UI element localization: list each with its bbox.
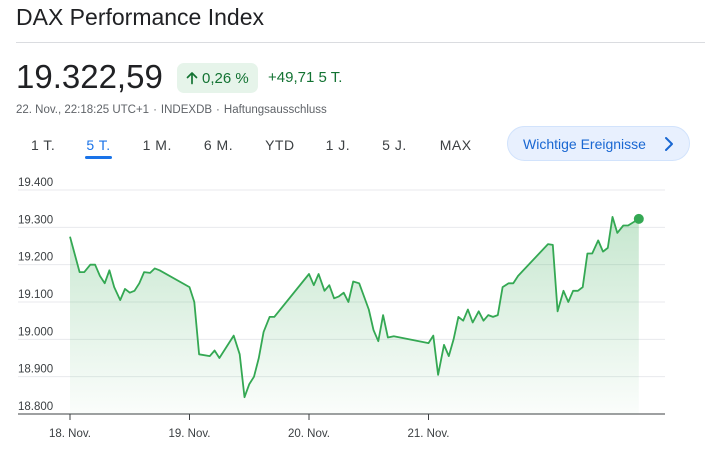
tab-max[interactable]: MAX (439, 137, 472, 153)
chevron-right-icon (662, 136, 676, 152)
y-tick-label: 19.000 (18, 326, 53, 338)
x-tick-label: 20. Nov. (288, 428, 330, 440)
disclaimer-link[interactable]: Haftungsausschluss (223, 104, 327, 116)
price-area-fill (70, 216, 639, 414)
y-tick-label: 19.200 (18, 252, 53, 264)
change-percent-badge: 0,26 % (177, 63, 258, 93)
y-tick-label: 18.800 (18, 401, 53, 413)
current-price-marker (633, 213, 644, 224)
price-chart: 19.400 19.300 19.200 19.100 19.000 18.900 18.8… (18, 177, 665, 440)
price-line (69, 216, 640, 399)
range-tabs: 1 T. 5 T. 1 M. 6 M. YTD 1 J. 5 J. MAX (14, 128, 472, 162)
y-tick-label: 19.300 (18, 214, 53, 226)
y-tick-label: 19.400 (18, 177, 53, 189)
tab-5-years[interactable]: 5 J. (382, 137, 407, 153)
tab-5-days[interactable]: 5 T. (85, 129, 112, 161)
key-events-button[interactable]: Wichtige Ereignisse (507, 126, 690, 161)
timestamp: 22. Nov., 22:18:25 UTC+1 (16, 104, 150, 116)
exchange-name: INDEXDB (160, 104, 213, 116)
tab-6-months[interactable]: 6 M. (203, 137, 234, 153)
y-tick-label: 18.900 (18, 364, 53, 376)
x-axis: 18. Nov. 19. Nov. 20. Nov. 21. Nov. (49, 414, 449, 440)
x-tick-label: 21. Nov. (408, 428, 450, 440)
tab-1-year[interactable]: 1 J. (325, 137, 351, 153)
arrow-up-icon (185, 71, 199, 85)
tab-ytd[interactable]: YTD (265, 137, 295, 153)
y-tick-label: 19.100 (18, 289, 53, 301)
page-title: DAX Performance Index (16, 4, 265, 30)
header-divider (16, 42, 705, 43)
tab-1-month[interactable]: 1 M. (142, 137, 172, 153)
change-absolute: +49,71 5 T. (268, 69, 343, 86)
y-axis-labels: 19.400 19.300 19.200 19.100 19.000 18.900 18.8… (18, 177, 53, 413)
meta-separator: · (153, 104, 157, 116)
x-tick-label: 19. Nov. (169, 428, 211, 440)
key-events-label: Wichtige Ereignisse (523, 135, 646, 152)
change-percent-value: 0,26 % (202, 69, 249, 87)
quote-meta: 22. Nov., 22:18:25 UTC+1 · INDEXDB · Haf… (16, 104, 327, 116)
x-tick-label: 18. Nov. (49, 428, 91, 440)
tab-1-day[interactable]: 1 T. (31, 137, 56, 153)
meta-separator: · (216, 104, 220, 116)
current-price: 19.322,59 (16, 58, 163, 95)
